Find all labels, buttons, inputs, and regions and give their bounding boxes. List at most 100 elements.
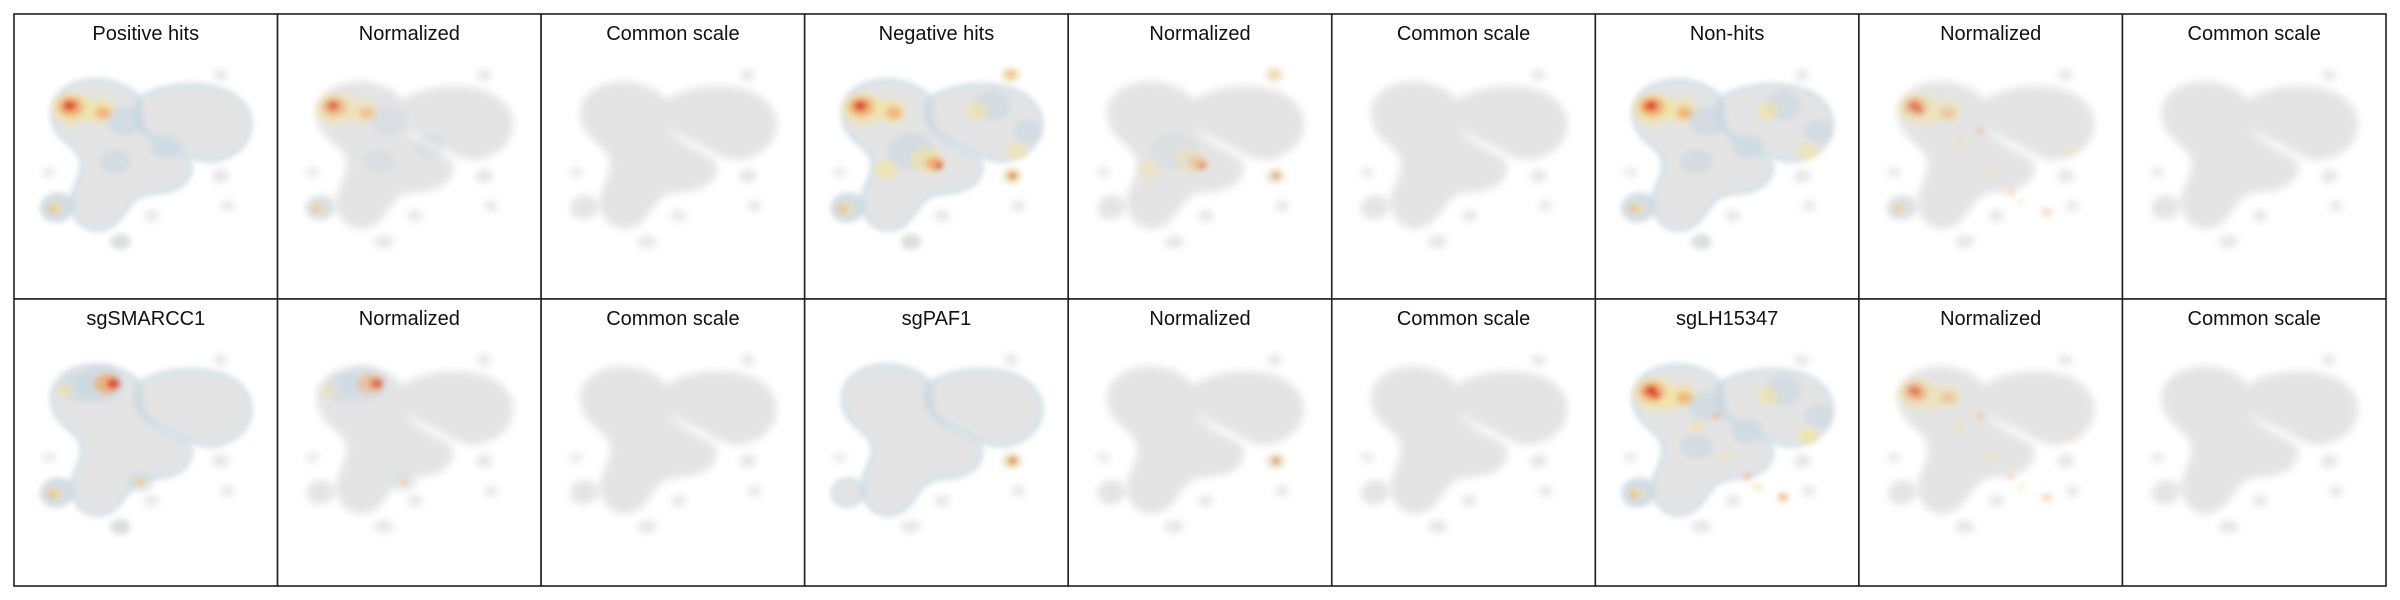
density-hotspot	[48, 491, 57, 498]
density-hotspot	[63, 100, 77, 111]
density-hotspot	[1940, 391, 1956, 405]
panel-title: Common scale	[1397, 308, 1530, 330]
density-hotspot	[116, 523, 125, 530]
density-overlay	[305, 92, 446, 220]
density-hotspot	[1676, 391, 1693, 405]
density-hotspot	[1893, 206, 1902, 213]
density-hotspot	[1272, 457, 1281, 464]
density-hotspot	[2007, 189, 2015, 196]
density-overlay	[1896, 377, 2078, 502]
embedding-map	[1621, 354, 1835, 533]
density-hotspot	[1757, 102, 1779, 120]
cell-landmass	[569, 69, 777, 248]
density-hotspot	[1953, 421, 1967, 432]
density-hotspot	[1757, 387, 1779, 405]
embedding-map	[1096, 67, 1304, 248]
embedding-map	[569, 69, 777, 248]
panel-title: Normalized	[1940, 23, 2041, 45]
density-hotspot	[358, 106, 375, 120]
density-hotspot	[1721, 452, 1733, 461]
density-hotspot	[1629, 491, 1638, 498]
cell-landmass	[1096, 354, 1304, 533]
panel-title: Common scale	[2188, 23, 2321, 45]
panel-title: Negative hits	[879, 23, 995, 45]
density-hotspot	[1688, 106, 1726, 136]
panel-title: Positive hits	[92, 23, 199, 45]
density-panel: sgLH15347	[1594, 298, 1860, 587]
embedding-map	[1360, 69, 1568, 248]
cell-landmass	[42, 354, 250, 533]
density-hotspot	[363, 149, 395, 174]
density-hotspot	[1629, 206, 1638, 213]
embedding-map	[40, 354, 253, 534]
cell-landmass	[1360, 69, 1568, 248]
density-overlay	[1266, 453, 1286, 468]
density-hotspot	[107, 106, 144, 136]
density-hotspot	[1652, 392, 1661, 399]
embedding-map	[1621, 69, 1835, 249]
embedding-map	[1360, 354, 1568, 533]
panel-title: Normalized	[1149, 308, 1250, 330]
density-overlay	[1886, 92, 2078, 220]
density-hotspot	[1985, 167, 1996, 176]
density-overlay	[830, 67, 1044, 249]
density-hotspot	[1688, 391, 1726, 421]
density-hotspot	[1198, 162, 1206, 169]
embedding-map	[306, 354, 514, 533]
density-hotspot	[1803, 120, 1833, 143]
density-panel: Normalized	[1067, 298, 1333, 587]
density-panel: Normalized	[1858, 13, 2124, 300]
panel-title: Normalized	[1940, 308, 2041, 330]
density-hotspot	[1659, 400, 1673, 412]
cell-landmass	[569, 354, 777, 533]
density-hotspot	[1007, 143, 1029, 160]
density-hotspot	[326, 100, 340, 111]
density-hotspot	[1690, 421, 1704, 432]
embedding-map	[569, 354, 777, 533]
density-overlay	[1137, 67, 1286, 183]
density-hotspot	[370, 106, 408, 136]
density-hotspot	[1006, 71, 1015, 78]
density-overlay	[1621, 78, 1835, 249]
density-hotspot	[966, 102, 988, 120]
density-hotspot	[2041, 493, 2052, 502]
density-hotspot	[1976, 413, 1985, 420]
density-panel: Common scale	[2121, 13, 2387, 300]
density-hotspot	[934, 162, 943, 169]
panel-title: Normalized	[359, 308, 460, 330]
density-hotspot	[2066, 432, 2078, 441]
density-hotspot	[1680, 434, 1713, 459]
panel-title: Non-hits	[1690, 23, 1764, 45]
embedding-map	[2150, 354, 2359, 533]
density-hotspot	[1907, 385, 1922, 396]
density-overlay	[40, 78, 253, 249]
embedding-map	[40, 69, 253, 249]
density-hotspot	[1803, 405, 1833, 428]
density-hotspot	[1008, 172, 1017, 179]
density-hotspot	[1270, 71, 1279, 78]
density-hotspot	[1797, 143, 1819, 160]
density-hotspot	[1731, 419, 1764, 444]
density-panel: Common scale	[2121, 298, 2387, 587]
density-hotspot	[2015, 483, 2027, 492]
density-hotspot	[48, 206, 57, 213]
panel-title: Common scale	[1397, 23, 1530, 45]
density-hotspot	[320, 384, 337, 397]
density-hotspot	[1697, 238, 1706, 245]
embedding-map	[830, 67, 1044, 249]
density-hotspot	[873, 160, 898, 179]
density-hotspot	[400, 479, 408, 485]
density-hotspot	[1953, 136, 1967, 147]
density-overlay	[40, 363, 253, 534]
density-hotspot	[1644, 100, 1658, 111]
density-panel: Normalized	[1858, 298, 2124, 587]
cell-landmass	[2150, 69, 2359, 248]
embedding-map	[2150, 69, 2359, 248]
density-hotspot	[137, 479, 145, 485]
density-hotspot	[150, 134, 182, 159]
panel-title: Common scale	[606, 23, 739, 45]
density-hotspot	[106, 378, 120, 389]
density-hotspot	[839, 206, 848, 213]
panel-title: Common scale	[2188, 308, 2321, 330]
